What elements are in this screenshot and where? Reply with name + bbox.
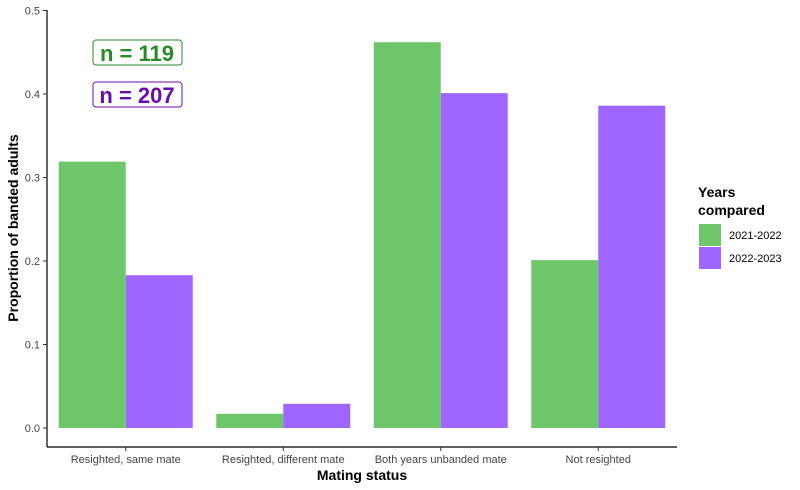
legend-key-2021-2022 (699, 224, 721, 246)
annotation-box-n207 (92, 81, 183, 108)
y-axis-title: Proportion of banded adults (5, 134, 21, 322)
legend-title-line1: Years (698, 184, 736, 200)
y-tick-label-0-2: 0.2 (25, 256, 40, 268)
bars-group (58, 42, 666, 428)
y-tick-label-0-1: 0.1 (25, 340, 40, 352)
legend-label-2021-2022: 2021-2022 (729, 230, 782, 242)
annotations-group: n = 119 n = 207 (92, 39, 183, 108)
y-tick-label-0-5: 0.5 (25, 6, 40, 18)
legend: Years compared 2021-2022 2022-2023 (698, 184, 782, 269)
x-ticks-group: Resighted, same mate Resighted, different… (71, 447, 631, 466)
annotation-n207: n = 207 (99, 83, 174, 108)
legend-key-2022-2023 (699, 247, 721, 269)
bar-not-resighted-2021-2022 (531, 260, 599, 428)
axes-group (46, 10, 677, 448)
legend-title-line2: compared (698, 202, 765, 218)
x-tick-label-not-resighted: Not resighted (566, 454, 631, 466)
y-tick-label-0-0: 0.0 (25, 423, 40, 435)
annotation-box-n119 (92, 39, 183, 66)
annotation-n119: n = 119 (100, 41, 174, 66)
bar-not-resighted-2022-2023 (598, 105, 666, 428)
x-axis-title: Mating status (317, 467, 407, 483)
bar-resighted-same-mate-2021-2022 (58, 161, 126, 428)
bar-resighted-different-mate-2021-2022 (216, 413, 284, 428)
legend-label-2022-2023: 2022-2023 (729, 253, 782, 265)
bar-resighted-same-mate-2022-2023 (125, 275, 193, 428)
x-tick-label-resighted-different-mate: Resighted, different mate (222, 454, 345, 466)
bar-both-years-unbanded-mate-2021-2022 (373, 42, 441, 428)
x-tick-label-both-years-unbanded-mate: Both years unbanded mate (375, 454, 507, 466)
y-ticks-group: 0.0 0.1 0.2 0.3 0.4 0.5 (25, 6, 47, 435)
bar-resighted-different-mate-2022-2023 (283, 403, 351, 428)
bar-both-years-unbanded-mate-2022-2023 (440, 93, 508, 428)
y-tick-label-0-4: 0.4 (25, 89, 40, 101)
y-tick-label-0-3: 0.3 (25, 173, 40, 185)
x-tick-label-resighted-same-mate: Resighted, same mate (71, 454, 181, 466)
